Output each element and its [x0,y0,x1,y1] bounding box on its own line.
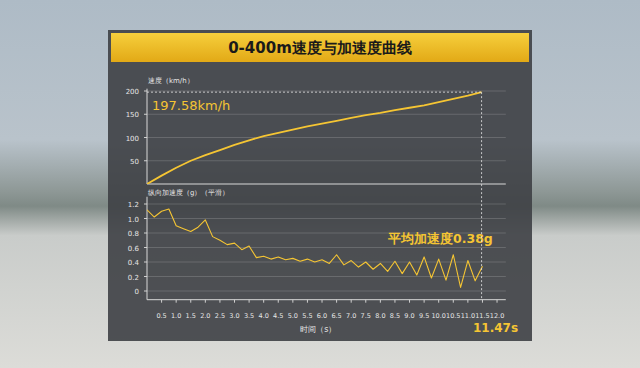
x-tick [234,300,235,303]
x-tick [336,300,337,303]
y-tick-label: 1.0 [128,216,139,224]
x-tick-label: 2.0 [200,312,210,320]
x-tick-label: 2.5 [215,312,225,320]
x-tick-label: 4.0 [259,312,269,320]
y-tick-label: 0 [135,288,139,296]
grid-line [147,276,506,277]
x-tick [365,300,366,303]
y-tick-label: 0.4 [128,259,140,267]
x-tick-label: 8.5 [390,312,400,320]
x-tick-label: 6.0 [317,312,327,320]
x-tick [263,300,264,303]
y-tick-label: 200 [126,88,139,96]
grid-line [147,91,506,92]
grid-line [147,160,506,161]
annotation: 197.58km/h [152,98,230,113]
x-tick [176,300,177,303]
series-line [147,209,482,287]
x-tick-label: 7.0 [346,312,356,320]
x-tick-label: 9.5 [419,312,429,320]
x-tick-label: 1.0 [171,312,181,320]
x-tick-label: 10.5 [446,312,460,320]
y-tick-label: 1.2 [128,201,139,209]
y-axis-label: 纵向加速度（g）（平滑） [148,189,229,197]
x-tick [351,300,352,303]
x-tick-label: 1.5 [186,312,196,320]
x-tick [380,300,381,303]
x-tick [497,300,498,303]
x-tick-label: 0.5 [156,312,166,320]
x-axis [147,299,506,300]
x-tick [409,300,410,303]
x-tick-label: 8.0 [375,312,385,320]
x-tick-label: 11.0 [461,312,475,320]
y-tick-label: 50 [130,158,139,166]
grid-line [147,218,506,219]
x-tick-label: 6.5 [331,312,341,320]
x-tick [424,300,425,303]
x-tick [205,300,206,303]
plot-area [147,92,482,184]
x-tick-label: 10.0 [431,312,445,320]
reference-line [147,92,482,93]
reference-line [481,92,482,300]
x-tick-label: 12.0 [490,312,504,320]
x-tick [394,300,395,303]
grid-line [147,291,506,292]
x-tick [438,300,439,303]
title: 0-400m速度与加速度曲线 [228,39,412,57]
x-tick [292,300,293,303]
x-tick-label: 5.0 [288,312,298,320]
x-axis-label: 时间（s） [300,325,336,334]
x-tick [307,300,308,303]
annotation: 平均加速度0.38g [387,231,493,246]
y-axis [147,197,148,300]
grid-line [147,204,506,205]
grid-line [147,114,506,115]
plot-area [147,209,482,287]
y-tick-label: 0.6 [128,245,140,253]
x-tick [249,300,250,303]
y-tick-label: 100 [126,135,139,143]
y-axis [147,89,148,184]
x-tick-label: 5.5 [302,312,312,320]
x-tick [161,300,162,303]
x-tick [467,300,468,303]
chart-canvas: 0-400m速度与加速度曲线 50 100 150 200 速度（km/h） 0 0.2 0.4… [0,0,640,368]
annotation: 11.47s [473,321,518,335]
x-tick [482,300,483,303]
x-tick-label: 11.5 [475,312,489,320]
series-line [147,92,482,184]
x-tick-label: 7.5 [361,312,371,320]
x-tick-label: 9.0 [404,312,414,320]
panel [108,30,532,341]
x-tick [278,300,279,303]
x-tick-label: 3.0 [229,312,239,320]
title-bar [111,33,529,62]
x-tick [453,300,454,303]
grid-line [147,247,506,248]
y-axis-label: 速度（km/h） [148,77,194,85]
x-tick [190,300,191,303]
y-tick-label: 0.8 [128,230,139,238]
x-axis [147,184,506,185]
y-tick-label: 0.2 [128,274,139,282]
y-tick-label: 150 [126,111,139,119]
x-tick [322,300,323,303]
x-tick-label: 3.5 [244,312,254,320]
grid-line [147,137,506,138]
x-tick-label: 4.5 [273,312,283,320]
x-tick [219,300,220,303]
